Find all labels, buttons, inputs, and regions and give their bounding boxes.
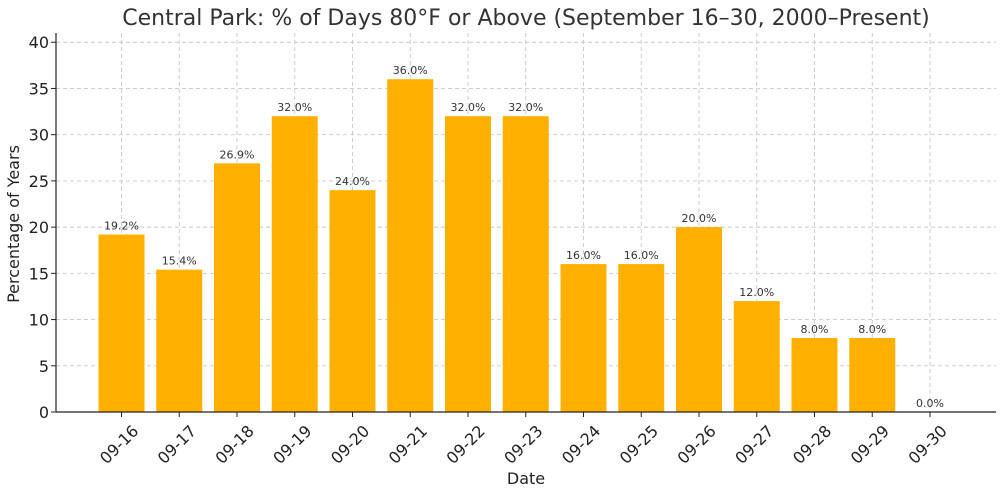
chart-title: Central Park: % of Days 80°F or Above (S… xyxy=(122,6,929,31)
y-tick-label: 35 xyxy=(29,79,49,98)
x-tick-label-09-16: 09-16 xyxy=(96,421,142,467)
x-tick-label-09-30: 09-30 xyxy=(905,421,951,467)
data-label-09-24: 16.0% xyxy=(566,249,601,262)
x-tick-label-09-19: 09-19 xyxy=(269,421,315,467)
bar-09-17 xyxy=(156,269,203,412)
data-labels: 19.2% 15.4% 26.9% 32.0% 24.0% 36.0% 32.0% 32.0%… xyxy=(104,64,944,410)
bar-09-28 xyxy=(791,338,838,412)
data-label-09-21: 36.0% xyxy=(393,64,428,77)
data-label-09-20: 24.0% xyxy=(335,175,370,188)
y-axis-label: Percentage of Years xyxy=(4,145,23,303)
x-tick-label-09-26: 09-26 xyxy=(674,421,720,467)
data-label-09-17: 15.4% xyxy=(162,255,197,268)
x-tick-label-09-20: 09-20 xyxy=(327,421,373,467)
data-label-09-27: 12.0% xyxy=(739,286,774,299)
x-tick-label-09-28: 09-28 xyxy=(789,421,835,467)
x-axis-ticks: 09-16 09-17 09-18 09-19 09-20 09-21 09-22 09-23… xyxy=(96,412,951,468)
data-label-09-26: 20.0% xyxy=(682,212,717,225)
bar-09-21 xyxy=(387,79,434,412)
y-tick-label: 5 xyxy=(39,357,49,376)
bar-09-25 xyxy=(618,264,665,412)
data-label-09-16: 19.2% xyxy=(104,220,139,233)
x-tick-label-09-21: 09-21 xyxy=(385,421,431,467)
y-tick-label: 30 xyxy=(29,126,49,145)
bar-09-20 xyxy=(329,190,376,412)
bar-09-19 xyxy=(271,116,318,412)
y-tick-label: 25 xyxy=(29,172,49,191)
data-label-09-28: 8.0% xyxy=(801,323,829,336)
x-tick-label-09-22: 09-22 xyxy=(443,421,489,467)
bar-09-24 xyxy=(560,264,607,412)
data-label-09-18: 26.9% xyxy=(220,148,255,161)
x-axis-label: Date xyxy=(507,469,545,488)
bar-09-27 xyxy=(733,301,780,412)
data-label-09-30: 0.0% xyxy=(916,397,944,410)
data-label-09-25: 16.0% xyxy=(624,249,659,262)
bar-09-16 xyxy=(98,234,145,412)
data-label-09-29: 8.0% xyxy=(858,323,886,336)
bar-09-26 xyxy=(676,227,722,412)
bars xyxy=(98,79,896,412)
data-label-09-22: 32.0% xyxy=(451,101,486,114)
x-tick-label-09-17: 09-17 xyxy=(154,421,200,467)
bar-09-22 xyxy=(445,116,491,412)
x-tick-label-09-29: 09-29 xyxy=(847,421,893,467)
data-label-09-23: 32.0% xyxy=(508,101,543,114)
bar-09-18 xyxy=(214,163,260,412)
x-tick-label-09-25: 09-25 xyxy=(616,421,662,467)
y-tick-label: 15 xyxy=(29,264,49,283)
bar-09-29 xyxy=(849,338,896,412)
y-tick-label: 40 xyxy=(29,33,49,52)
y-tick-label: 10 xyxy=(29,311,49,330)
bar-09-23 xyxy=(502,116,549,412)
y-tick-label: 0 xyxy=(39,403,49,422)
x-tick-label-09-27: 09-27 xyxy=(731,421,777,467)
x-tick-label-09-23: 09-23 xyxy=(500,421,546,467)
x-tick-label-09-24: 09-24 xyxy=(558,421,604,467)
data-label-09-19: 32.0% xyxy=(277,101,312,114)
x-tick-label-09-18: 09-18 xyxy=(212,421,258,467)
y-axis-ticks: 0 5 10 15 20 25 30 35 40 xyxy=(29,33,56,422)
y-tick-label: 20 xyxy=(29,218,49,237)
